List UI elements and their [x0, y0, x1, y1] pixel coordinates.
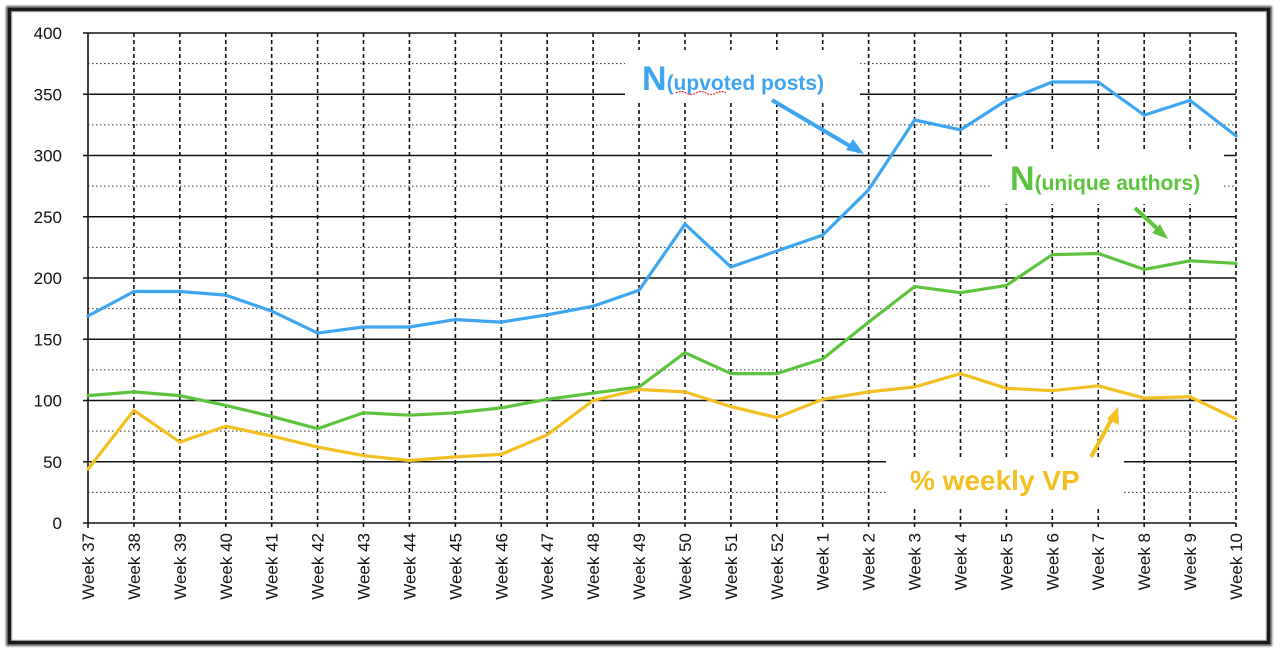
x-tick-label: Week 10	[1227, 533, 1246, 600]
annotation-weekly-vp-text: % weekly VP	[910, 465, 1080, 496]
x-tick-label: Week 52	[768, 533, 787, 600]
x-axis-ticks: Week 37 Week 38 Week 39 Week 40 Week 41 Week …	[79, 533, 1246, 600]
y-tick-label: 250	[34, 208, 62, 227]
y-tick-label: 100	[34, 392, 62, 411]
annotation-upvoted-sub: (upvoted posts)	[667, 72, 825, 95]
x-tick-label: Week 3	[906, 533, 925, 590]
x-tick-label: Week 38	[125, 533, 144, 600]
series-line-0	[86, 80, 1238, 335]
x-tick-label: Week 45	[446, 533, 465, 600]
y-tick-label: 50	[43, 453, 62, 472]
x-tick-label: Week 37	[79, 533, 98, 600]
annotation-unique-authors: N(unique authors)	[992, 152, 1224, 239]
x-tick-label: Week 40	[217, 533, 236, 600]
x-tick-label: Week 48	[584, 533, 603, 600]
y-axis-ticks: 0 50 100 150 200 250 300 350 400	[34, 24, 62, 533]
x-tick-label: Week 43	[355, 533, 374, 600]
y-tick-label: 200	[34, 269, 62, 288]
y-tick-label: 0	[53, 514, 62, 533]
x-tick-label: Week 5	[997, 533, 1016, 590]
x-tick-label: Week 50	[676, 533, 695, 600]
annotation-upvoted-n: N	[642, 60, 667, 98]
y-tick-label: 400	[34, 24, 62, 43]
x-tick-label: Week 44	[400, 533, 419, 600]
series-line-1	[86, 251, 1238, 431]
x-tick-label: Week 47	[538, 533, 557, 600]
x-tick-label: Week 6	[1043, 533, 1062, 590]
series-lines	[86, 80, 1238, 471]
x-tick-label: Week 49	[630, 533, 649, 600]
x-tick-label: Week 1	[814, 533, 833, 590]
annotation-upvoted-posts: N(upvoted posts)	[625, 50, 864, 154]
y-tick-label: 300	[34, 147, 62, 166]
svg-text:N(upvoted posts): N(upvoted posts)	[642, 60, 824, 98]
x-tick-label: Week 9	[1181, 533, 1200, 590]
x-tick-label: Week 8	[1135, 533, 1154, 590]
annotation-upvoted-arrow	[770, 98, 862, 154]
y-tick-label: 150	[34, 330, 62, 349]
y-tick-label: 350	[34, 85, 62, 104]
series-line-2	[86, 372, 1238, 471]
x-tick-label: Week 39	[171, 533, 190, 600]
x-tick-label: Week 46	[492, 533, 511, 600]
x-tick-label: Week 41	[263, 533, 282, 600]
x-tick-label: Week 7	[1089, 533, 1108, 590]
svg-text:N(unique authors): N(unique authors)	[1010, 160, 1200, 198]
grid-lines	[83, 32, 1237, 528]
x-tick-label: Week 51	[722, 533, 741, 600]
x-tick-label: Week 4	[951, 533, 970, 590]
x-tick-label: Week 2	[860, 533, 879, 590]
x-tick-label: Week 42	[309, 533, 328, 600]
annotation-authors-sub: (unique authors)	[1035, 172, 1201, 195]
annotation-authors-n: N	[1010, 160, 1035, 198]
annotation-weekly-vp: % weekly VP	[886, 407, 1124, 506]
